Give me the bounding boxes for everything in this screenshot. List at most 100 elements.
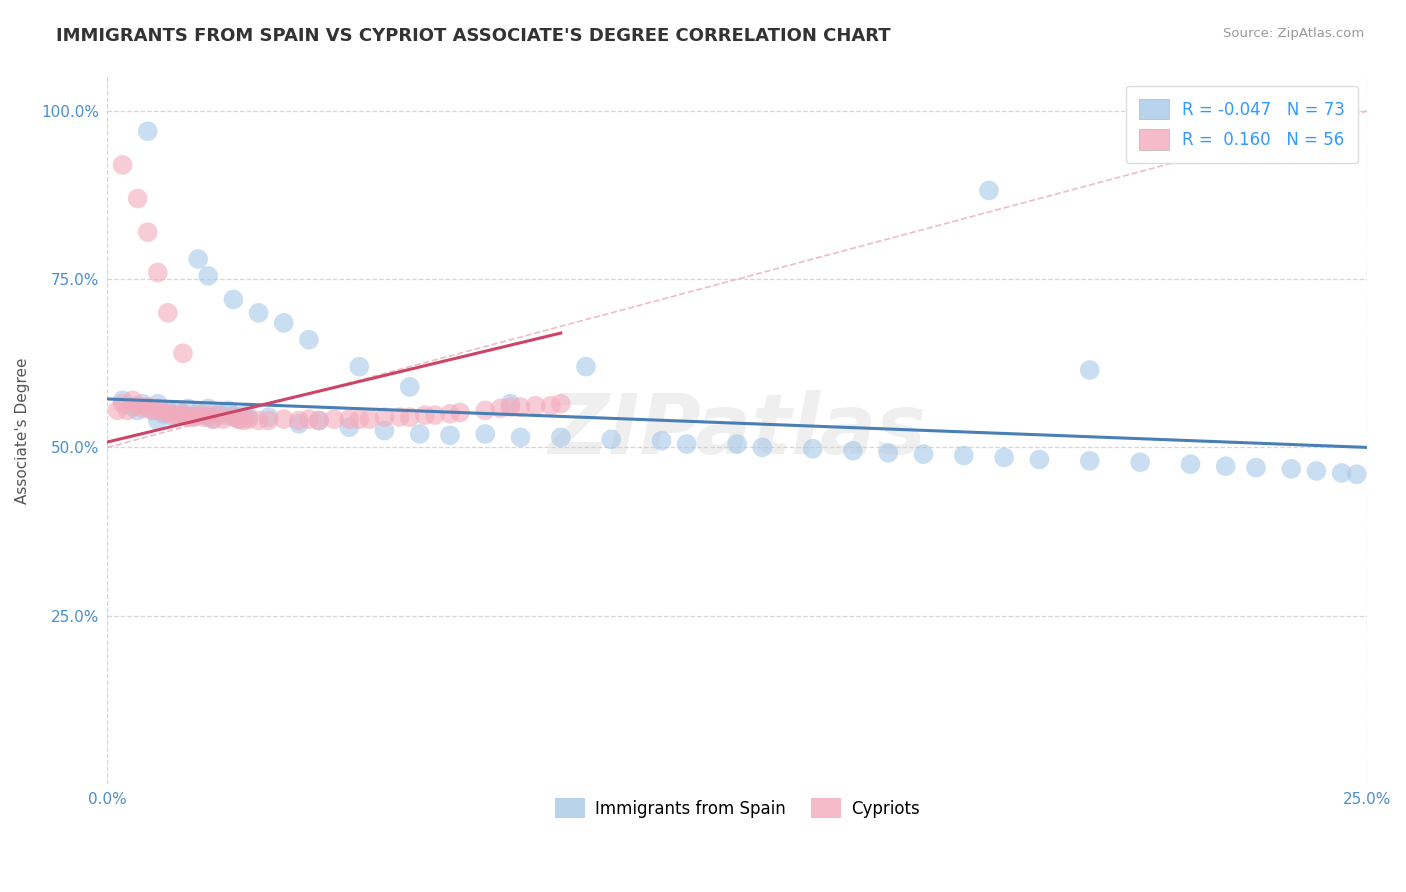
Point (349, 359, 371, 374)
Point (207, 407, 229, 421)
Point (1279, 462, 1302, 476)
Point (273, 316, 295, 330)
Point (323, 412, 346, 426)
Point (228, 412, 250, 426)
Point (167, 403, 190, 417)
Point (257, 410, 280, 425)
Point (146, 401, 169, 416)
Point (308, 413, 330, 427)
Point (288, 413, 311, 427)
Point (127, 403, 149, 417)
Point (273, 412, 295, 426)
Point (509, 400, 531, 414)
Point (232, 413, 254, 427)
Point (238, 410, 260, 425)
Point (842, 443, 865, 458)
Point (117, 403, 139, 417)
Point (439, 407, 461, 421)
Point (308, 413, 330, 427)
Point (288, 417, 311, 431)
Point (474, 426, 496, 441)
Point (600, 433, 623, 447)
Point (550, 430, 572, 444)
Point (675, 437, 697, 451)
Point (1330, 466, 1353, 480)
Point (127, 399, 149, 413)
Point (1078, 363, 1101, 377)
Point (222, 410, 245, 425)
Point (111, 158, 134, 172)
Point (172, 407, 194, 421)
Point (349, 412, 371, 426)
Point (877, 446, 900, 460)
Point (1028, 452, 1050, 467)
Point (398, 380, 420, 394)
Point (142, 403, 165, 417)
Point (162, 408, 184, 422)
Point (337, 412, 360, 426)
Point (197, 410, 219, 425)
Point (111, 393, 134, 408)
Point (1215, 459, 1237, 474)
Point (131, 397, 153, 411)
Point (162, 410, 184, 425)
Point (167, 408, 190, 422)
Point (409, 426, 432, 441)
Point (217, 403, 239, 417)
Point (207, 408, 229, 422)
Point (751, 441, 773, 455)
Text: Source: ZipAtlas.com: Source: ZipAtlas.com (1223, 27, 1364, 40)
Point (146, 413, 169, 427)
Point (801, 442, 824, 456)
Point (651, 434, 673, 448)
Point (228, 412, 250, 426)
Point (1078, 454, 1101, 468)
Point (474, 403, 496, 417)
Point (423, 408, 446, 422)
Point (953, 449, 976, 463)
Point (191, 410, 214, 425)
Point (247, 306, 270, 320)
Point (156, 403, 179, 417)
Point (202, 412, 225, 426)
Point (172, 407, 194, 421)
Text: IMMIGRANTS FROM SPAIN VS CYPRIOT ASSOCIATE'S DEGREE CORRELATION CHART: IMMIGRANTS FROM SPAIN VS CYPRIOT ASSOCIA… (56, 27, 891, 45)
Legend: Immigrants from Spain, Cypriots: Immigrants from Spain, Cypriots (548, 791, 927, 825)
Point (146, 266, 169, 280)
Point (509, 430, 531, 444)
Point (337, 420, 360, 434)
Point (1305, 464, 1327, 478)
Point (197, 268, 219, 283)
Point (524, 399, 547, 413)
Point (499, 397, 522, 411)
Point (121, 393, 143, 408)
Point (136, 400, 159, 414)
Point (247, 413, 270, 427)
Point (172, 346, 194, 360)
Point (177, 410, 200, 425)
Point (373, 424, 395, 438)
Point (398, 410, 420, 425)
Point (298, 333, 321, 347)
Y-axis label: Associate's Degree: Associate's Degree (15, 358, 30, 504)
Point (1180, 457, 1202, 471)
Point (156, 405, 179, 419)
Point (191, 408, 214, 422)
Point (136, 400, 159, 414)
Point (212, 412, 235, 426)
Point (136, 225, 159, 239)
Point (388, 410, 411, 425)
Point (238, 412, 260, 426)
Point (993, 450, 1015, 465)
Point (197, 401, 219, 416)
Point (725, 437, 748, 451)
Text: ZIPatlas: ZIPatlas (548, 390, 927, 471)
Point (1129, 455, 1152, 469)
Point (177, 401, 200, 416)
Point (181, 410, 204, 425)
Point (298, 412, 321, 426)
Point (181, 410, 204, 425)
Point (499, 400, 522, 414)
Point (121, 400, 143, 414)
Point (222, 408, 245, 422)
